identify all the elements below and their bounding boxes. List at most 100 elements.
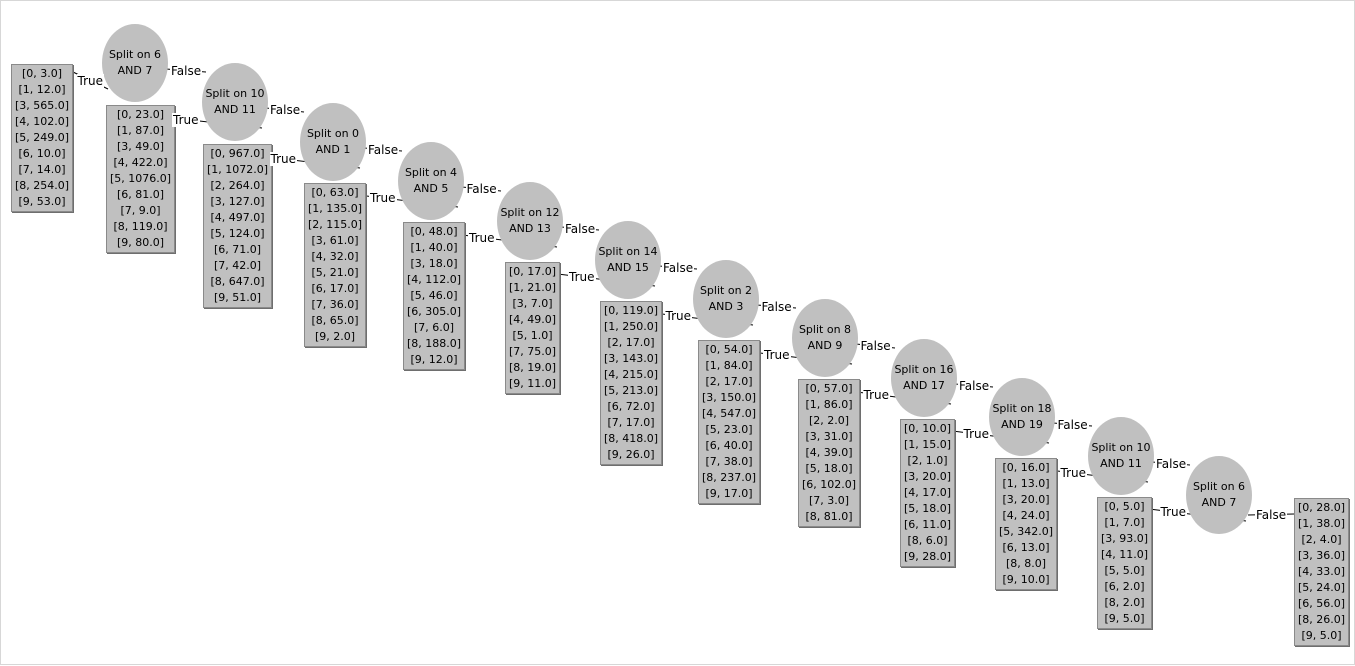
leaf-count-line: [1, 7.0] bbox=[1104, 516, 1145, 529]
edge-label: True bbox=[862, 387, 890, 402]
leaf-count-line: [8, 119.0] bbox=[113, 220, 168, 233]
leaf-count-line: [5, 46.0] bbox=[410, 289, 458, 302]
leaf-box: [0, 57.0] [1, 86.0] [2, 2.0] [3, 31.0] [4, 3… bbox=[798, 379, 861, 527]
leaf-count-line: [3, 7.0] bbox=[512, 297, 553, 310]
leaf-box: [0, 10.0] [1, 15.0] [2, 1.0] [3, 20.0] [4, 1… bbox=[900, 419, 956, 567]
leaf-count-line: [7, 36.0] bbox=[311, 298, 359, 311]
leaf-count-line: [7, 75.0] bbox=[509, 345, 557, 358]
leaf-count-line: [0, 16.0] bbox=[1002, 461, 1050, 474]
leaf-box: [0, 3.0] [1, 12.0] [3, 565.0] [4, 102.0] [5,… bbox=[11, 64, 74, 212]
leaf-count-line: [2, 17.0] bbox=[607, 336, 655, 349]
leaf-count-line: [7, 6.0] bbox=[414, 321, 455, 334]
edge-label: False bbox=[1056, 417, 1089, 432]
leaf-count-line: [4, 32.0] bbox=[311, 250, 359, 263]
leaf-count-line: [6, 17.0] bbox=[311, 282, 359, 295]
leaf-count-line: [1, 87.0] bbox=[117, 124, 165, 137]
leaf-count-line: [3, 20.0] bbox=[1002, 493, 1050, 506]
leaf-count-line: [6, 11.0] bbox=[904, 518, 952, 531]
leaf-count-line: [8, 2.0] bbox=[1104, 596, 1145, 609]
leaf-count-line: [3, 565.0] bbox=[15, 99, 70, 112]
leaf-count-line: [3, 127.0] bbox=[210, 195, 265, 208]
leaf-count-line: [6, 81.0] bbox=[117, 188, 165, 201]
edge-label: True bbox=[468, 230, 496, 245]
edge-label: True bbox=[172, 112, 200, 127]
leaf-count-line: [7, 42.0] bbox=[214, 259, 262, 272]
leaf-count-line: [0, 17.0] bbox=[509, 265, 557, 278]
leaf-count-line: [4, 33.0] bbox=[1298, 565, 1346, 578]
edge-label: False bbox=[662, 260, 695, 275]
leaf-count-line: [6, 102.0] bbox=[802, 478, 857, 491]
edge-label: False bbox=[1155, 456, 1188, 471]
leaf-count-line: [5, 213.0] bbox=[604, 384, 659, 397]
leaf-count-line: [1, 38.0] bbox=[1298, 517, 1346, 530]
leaf-count-line: [9, 12.0] bbox=[410, 353, 458, 366]
split-node: Split on 4 AND 5 bbox=[398, 142, 464, 220]
leaf-count-line: [3, 61.0] bbox=[311, 234, 359, 247]
edge-label: True bbox=[1159, 505, 1187, 519]
leaf-count-line: [7, 9.0] bbox=[120, 204, 161, 217]
leaf-box: [0, 54.0] [1, 84.0] [2, 17.0] [3, 150.0] [4,… bbox=[698, 340, 761, 504]
leaf-count-line: [1, 13.0] bbox=[1002, 477, 1050, 490]
leaf-count-line: [5, 342.0] bbox=[999, 525, 1054, 538]
leaf-count-line: [6, 72.0] bbox=[607, 400, 655, 413]
leaf-count-line: [9, 5.0] bbox=[1104, 612, 1145, 625]
edge-label: True bbox=[369, 191, 397, 205]
leaf-count-line: [0, 48.0] bbox=[410, 225, 458, 238]
leaf-count-line: [9, 10.0] bbox=[1002, 573, 1050, 586]
leaf-count-line: [5, 18.0] bbox=[805, 462, 853, 475]
edge-label: False bbox=[367, 142, 400, 157]
leaf-count-line: [9, 2.0] bbox=[315, 330, 356, 343]
leaf-count-line: [3, 150.0] bbox=[702, 391, 757, 404]
leaf-count-line: [1, 21.0] bbox=[509, 281, 557, 294]
leaf-count-line: [2, 2.0] bbox=[809, 414, 850, 427]
split-node: Split on 8 AND 9 bbox=[792, 299, 858, 377]
leaf-count-line: [4, 39.0] bbox=[805, 446, 853, 459]
leaf-count-line: [9, 11.0] bbox=[509, 377, 557, 390]
leaf-count-line: [1, 86.0] bbox=[805, 398, 853, 411]
leaf-count-line: [7, 38.0] bbox=[705, 455, 753, 468]
leaf-count-line: [0, 119.0] bbox=[604, 304, 659, 317]
edge-label: False bbox=[170, 63, 203, 78]
split-node-label: Split on 0 AND 1 bbox=[306, 127, 360, 156]
leaf-count-line: [8, 6.0] bbox=[907, 534, 948, 547]
leaf-count-line: [9, 53.0] bbox=[18, 195, 66, 208]
leaf-count-line: [5, 18.0] bbox=[904, 502, 952, 515]
leaf-count-line: [4, 11.0] bbox=[1101, 548, 1149, 561]
leaf-count-line: [5, 5.0] bbox=[1104, 564, 1145, 577]
leaf-count-line: [9, 51.0] bbox=[214, 291, 262, 304]
leaf-count-line: [0, 23.0] bbox=[117, 108, 165, 121]
split-node: Split on 18 AND 19 bbox=[989, 378, 1055, 456]
leaf-box: [0, 28.0] [1, 38.0] [2, 4.0] [3, 36.0] [4, 3… bbox=[1294, 498, 1350, 646]
split-node: Split on 10 AND 11 bbox=[202, 63, 268, 141]
leaf-count-line: [7, 14.0] bbox=[18, 163, 66, 176]
leaf-count-line: [9, 17.0] bbox=[705, 487, 753, 500]
split-node: Split on 14 AND 15 bbox=[595, 221, 661, 299]
leaf-count-line: [1, 12.0] bbox=[18, 83, 66, 96]
split-node-label: Split on 8 AND 9 bbox=[798, 323, 852, 352]
leaf-box: [0, 63.0] [1, 135.0] [2, 115.0] [3, 61.0] [4… bbox=[304, 183, 367, 347]
leaf-count-line: [9, 28.0] bbox=[904, 550, 952, 563]
leaf-count-line: [6, 13.0] bbox=[1002, 541, 1050, 554]
leaf-count-line: [4, 422.0] bbox=[113, 156, 168, 169]
leaf-count-line: [3, 143.0] bbox=[604, 352, 659, 365]
split-node-label: Split on 16 AND 17 bbox=[894, 363, 954, 392]
edge-label: True bbox=[269, 152, 297, 166]
leaf-count-line: [5, 124.0] bbox=[210, 227, 265, 240]
split-node-label: Split on 6 AND 7 bbox=[108, 48, 162, 77]
leaf-box: [0, 16.0] [1, 13.0] [3, 20.0] [4, 24.0] [5, … bbox=[995, 458, 1058, 590]
split-node: Split on 10 AND 11 bbox=[1088, 417, 1154, 495]
leaf-count-line: [1, 1072.0] bbox=[207, 163, 269, 176]
leaf-count-line: [0, 10.0] bbox=[904, 422, 952, 435]
leaf-count-line: [5, 249.0] bbox=[15, 131, 70, 144]
leaf-count-line: [8, 8.0] bbox=[1006, 557, 1047, 570]
leaf-count-line: [3, 36.0] bbox=[1298, 549, 1346, 562]
leaf-count-line: [0, 54.0] bbox=[705, 343, 753, 356]
leaf-count-line: [9, 5.0] bbox=[1301, 629, 1342, 642]
leaf-count-line: [0, 63.0] bbox=[311, 186, 359, 199]
leaf-count-line: [8, 26.0] bbox=[1298, 613, 1346, 626]
split-node-label: Split on 14 AND 15 bbox=[598, 245, 658, 274]
leaf-count-line: [5, 23.0] bbox=[705, 423, 753, 436]
leaf-count-line: [6, 2.0] bbox=[1104, 580, 1145, 593]
leaf-count-line: [3, 49.0] bbox=[117, 140, 165, 153]
